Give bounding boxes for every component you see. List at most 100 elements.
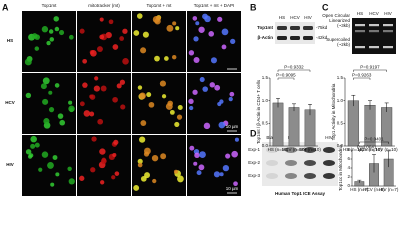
cell <box>83 110 91 117</box>
lane-label: HS <box>357 11 363 16</box>
cell <box>234 137 239 142</box>
cell <box>46 40 51 46</box>
cell <box>218 121 226 129</box>
cell <box>142 31 149 38</box>
cell <box>193 56 200 63</box>
cell <box>114 171 120 176</box>
cell <box>79 28 85 34</box>
slot-blot <box>323 173 335 179</box>
cell <box>25 92 32 99</box>
column-header: Top1mt + mt + DAPI <box>194 3 235 8</box>
cell <box>173 169 178 174</box>
cell <box>193 36 199 42</box>
p-value: P=0.0041 <box>357 145 377 150</box>
band <box>303 26 313 30</box>
x-tick-label: HCV (n=10) <box>358 147 382 152</box>
cell <box>167 100 173 107</box>
cell <box>192 89 198 95</box>
x-tick-label: HS (n=10) <box>268 147 289 152</box>
y-tick-label: 1.0 <box>337 98 344 103</box>
cell <box>48 107 55 113</box>
panel-label: A <box>2 2 9 12</box>
lane-label: HIV <box>304 15 312 20</box>
cell <box>143 147 151 155</box>
gel <box>352 18 396 54</box>
cell <box>160 153 167 160</box>
cell <box>175 26 180 31</box>
y-tick-label: 8 <box>347 147 350 152</box>
cell <box>122 58 129 65</box>
cell <box>133 30 140 36</box>
cell <box>99 17 104 22</box>
cell <box>59 119 66 126</box>
significance-bracket <box>359 141 389 144</box>
gel-label: Linearized <box>329 18 350 23</box>
cell <box>169 109 175 115</box>
gel-band <box>383 46 393 49</box>
band-label: Top1mt <box>257 25 273 30</box>
x-tick-label: HS (n=10) <box>343 147 364 152</box>
cell <box>53 16 59 22</box>
cell <box>30 143 36 149</box>
cell <box>93 85 100 92</box>
cell <box>54 83 60 88</box>
cell <box>199 77 205 83</box>
band-label: β-Actin <box>258 35 274 40</box>
panel-label: C <box>322 2 329 12</box>
cell <box>136 13 143 19</box>
band <box>303 36 313 40</box>
cell <box>79 175 85 181</box>
cell <box>189 145 195 151</box>
gel-band <box>355 30 365 33</box>
cell <box>151 154 159 162</box>
y-tick-label: 1.0 <box>262 98 269 103</box>
gel-band <box>355 46 365 49</box>
cell <box>120 104 126 110</box>
cell <box>82 58 88 64</box>
gel-label: (~2kb) <box>337 42 350 47</box>
significance-bracket <box>277 77 295 80</box>
cell <box>108 19 114 25</box>
scale-label: 10 µm <box>226 124 239 129</box>
cell <box>217 16 223 22</box>
figure: A B C D Top1mt mitotracker (mt) Top1mt + m… <box>2 2 399 196</box>
cell <box>193 161 198 166</box>
band <box>290 36 300 40</box>
gel-band <box>369 30 379 33</box>
slot-blot <box>266 147 278 153</box>
cell <box>196 170 202 176</box>
size-label: -42kd <box>316 35 328 40</box>
cell <box>100 85 107 92</box>
cell <box>140 120 147 126</box>
y-tick-label: 1.5 <box>337 75 344 80</box>
cell <box>55 172 60 177</box>
cell <box>219 172 224 177</box>
cell <box>202 86 208 92</box>
cell <box>214 84 221 91</box>
cell <box>198 26 205 33</box>
cell <box>112 152 117 158</box>
cell <box>34 142 40 148</box>
x-tick-label: HCV (n=10) <box>282 147 306 152</box>
cell <box>42 98 49 105</box>
cell <box>49 37 55 42</box>
y-axis-label: Top1mt / β-Actin in CD4+ T cells <box>256 79 261 144</box>
cell <box>164 56 169 61</box>
cell <box>101 158 107 164</box>
cell <box>82 82 88 88</box>
cell <box>89 94 94 99</box>
y-tick-label: 0.5 <box>337 121 344 126</box>
cell <box>112 44 119 50</box>
cell <box>166 24 174 32</box>
band <box>277 36 287 40</box>
cell <box>155 15 161 21</box>
cell <box>161 94 167 99</box>
column-header: Top1mt <box>42 3 58 8</box>
cell <box>208 31 215 37</box>
row-label: HIV <box>6 162 14 167</box>
column-header: mitotracker (mt) <box>88 3 120 8</box>
slot-blot <box>285 173 297 179</box>
cell <box>52 155 58 160</box>
cell <box>100 180 105 185</box>
caption: Human Top1 ICE Assay <box>275 191 326 196</box>
